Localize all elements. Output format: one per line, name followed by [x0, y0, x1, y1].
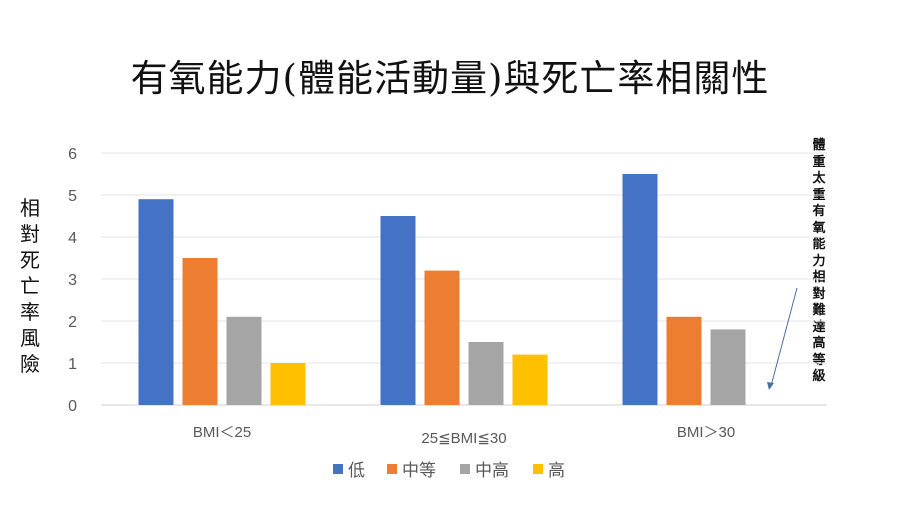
y-axis-label: 相對死亡率風險	[20, 196, 40, 376]
bar-中等-2	[666, 316, 702, 405]
annotation-arrow	[770, 287, 798, 387]
bar-高-1	[512, 354, 548, 405]
legend-swatch	[333, 464, 343, 474]
bar-低-0	[138, 199, 174, 405]
legend-swatch	[387, 464, 397, 474]
bar-中等-0	[182, 258, 218, 405]
legend-label: 高	[548, 461, 565, 481]
bar-低-2	[622, 174, 658, 405]
y-tick-label: 0	[68, 398, 77, 415]
legend-swatch	[460, 464, 470, 474]
arrow-head-icon	[767, 382, 774, 390]
bar-低-1	[380, 216, 416, 405]
x-tick-label: BMI＞30	[677, 424, 735, 441]
legend-label: 低	[348, 461, 365, 481]
legend-label: 中高	[475, 461, 509, 481]
y-tick-label: 4	[68, 230, 77, 247]
y-tick-label: 6	[68, 146, 77, 163]
bar-高-0	[270, 363, 306, 405]
annotation-text: 體重太重 有氧能力相對難達高等級	[812, 138, 826, 384]
bar-中高-0	[226, 316, 262, 405]
bar-中高-2	[710, 329, 746, 405]
bar-中等-1	[424, 270, 460, 405]
y-tick-label: 5	[68, 188, 77, 205]
y-tick-label: 3	[68, 272, 77, 289]
legend-label: 中等	[402, 461, 436, 481]
legend-swatch	[533, 464, 543, 474]
bar-中高-1	[468, 342, 504, 405]
chart-title: 有氧能力(體能活動量)與死亡率相關性	[130, 57, 770, 100]
x-tick-label: 25≦BMI≦30	[421, 430, 506, 447]
y-tick-label: 2	[68, 314, 77, 331]
y-tick-label: 1	[68, 356, 77, 373]
x-tick-label: BMI＜25	[193, 424, 251, 441]
